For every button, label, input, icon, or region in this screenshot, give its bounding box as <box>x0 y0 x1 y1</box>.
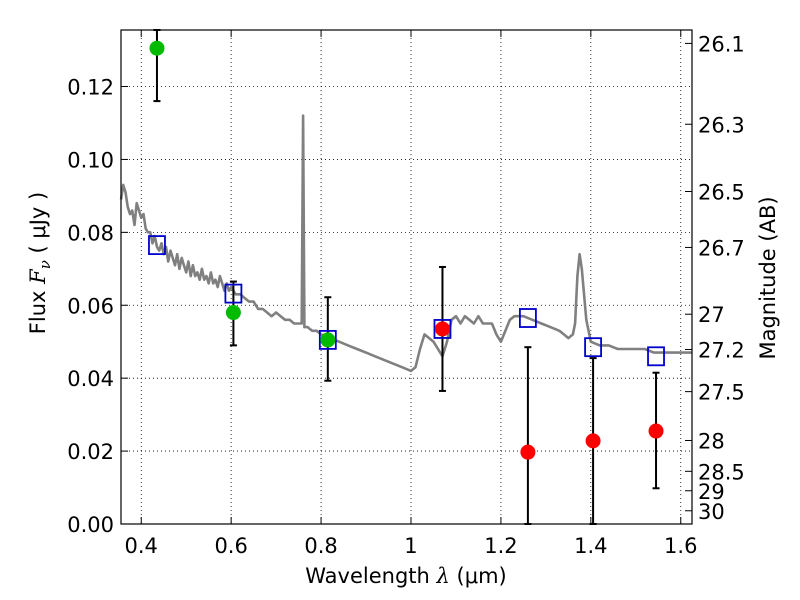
right-axis-label: Magnitude (AB) <box>756 196 780 359</box>
x-tick-label: 0.4 <box>125 534 158 558</box>
mag-tick-label: 27.5 <box>698 381 745 405</box>
model-square <box>433 319 452 339</box>
y-tick-label: 0.08 <box>67 221 114 245</box>
mag-tick-label: 28 <box>698 429 725 453</box>
y-tick-label: 0.00 <box>67 513 114 537</box>
markers <box>148 40 665 460</box>
mag-tick-label: 27 <box>698 303 725 327</box>
x-tick-label: 1.2 <box>484 534 517 558</box>
model-square <box>148 235 166 255</box>
x-axis-label: Wavelength λ (μm) <box>305 564 506 588</box>
mag-tick-label: 26.5 <box>698 181 745 205</box>
y-tick-label: 0.02 <box>67 440 114 464</box>
x-tick-label: 1.6 <box>664 534 697 558</box>
data-point <box>585 433 601 449</box>
model-square <box>318 329 337 350</box>
x-tick-label: 0.8 <box>304 534 337 558</box>
model-square <box>518 308 537 328</box>
mag-tick-label: 26.3 <box>698 113 745 137</box>
mag-tick-label: 29 <box>698 480 725 504</box>
y-tick-label: 0.04 <box>67 367 114 391</box>
model-square <box>224 283 243 304</box>
data-point <box>648 423 664 439</box>
x-tick-label: 0.6 <box>214 534 247 558</box>
data-point <box>320 332 336 348</box>
data-point <box>149 40 165 56</box>
mag-tick-label: 28.5 <box>698 460 745 484</box>
model-square <box>647 346 665 367</box>
data-point <box>434 321 450 337</box>
mag-tick-label: 26.7 <box>698 236 745 260</box>
y-tick-label: 0.06 <box>67 294 114 318</box>
y-axis-label: Flux Fν ( μJy ) <box>26 192 54 334</box>
axis-ticks: 0.4 0.6 0.8 1 1.2 1.4 1.6 0.00 0.02 0.04 0.06 0.08 0… <box>67 30 745 558</box>
x-tick-label: 1.4 <box>574 534 607 558</box>
mag-tick-label: 30 <box>698 500 725 524</box>
data-point <box>225 305 241 321</box>
y-tick-label: 0.10 <box>67 148 114 172</box>
spectrum-line <box>119 114 692 373</box>
mag-tick-label: 27.2 <box>698 339 745 363</box>
x-tick-label: 1 <box>404 534 417 558</box>
mag-tick-label: 26.1 <box>698 32 745 56</box>
spectrum-layer <box>119 114 692 373</box>
y-tick-label: 0.12 <box>67 76 114 100</box>
plot-frame <box>120 29 693 525</box>
data-point <box>520 444 536 460</box>
model-square <box>584 337 602 358</box>
